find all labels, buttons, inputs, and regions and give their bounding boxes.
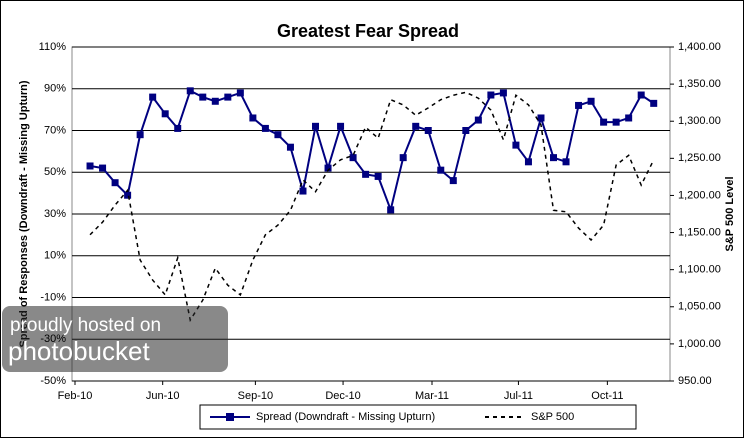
- point-marker: [186, 87, 194, 95]
- y2-tick-label: 950.00: [678, 375, 712, 387]
- y2-tick-label: 1,050.00: [678, 301, 721, 313]
- point-marker: [650, 99, 658, 107]
- y-tick-label: -10%: [40, 291, 66, 303]
- x-tick-label: Feb-10: [58, 390, 93, 402]
- point-marker: [487, 91, 495, 99]
- point-marker: [625, 114, 633, 122]
- point-marker: [299, 187, 307, 195]
- point-marker: [199, 93, 207, 101]
- watermark-text: proudly hosted on: [10, 315, 161, 336]
- point-marker: [537, 114, 545, 122]
- legend-label: Spread (Downdraft - Missing Upturn): [256, 411, 435, 423]
- point-marker: [437, 166, 445, 174]
- watermark-text: photobucket: [8, 336, 150, 366]
- x-tick-label: Oct-11: [591, 390, 623, 402]
- y2-tick-label: 1,400.00: [678, 41, 721, 53]
- point-marker: [524, 158, 532, 166]
- point-marker: [575, 101, 583, 109]
- point-marker: [337, 122, 345, 130]
- y-tick-label: 30%: [44, 208, 66, 220]
- x-tick-label: Sep-10: [238, 390, 273, 402]
- point-marker: [449, 177, 457, 185]
- y-tick-label: -30%: [40, 333, 66, 345]
- legend-marker: [226, 413, 234, 421]
- y2-axis-title: S&P 500 Level: [724, 176, 736, 251]
- point-marker: [161, 110, 169, 118]
- point-marker: [349, 154, 357, 162]
- point-marker: [424, 127, 432, 134]
- point-marker: [612, 118, 620, 126]
- point-marker: [324, 164, 332, 172]
- y-axis-title: Spread of Responses (Downdraft - Missing…: [18, 80, 30, 347]
- series-line: [89, 91, 655, 323]
- x-tick-label: Mar-11: [415, 390, 449, 402]
- point-marker: [99, 164, 107, 172]
- x-tick-label: Jun-10: [146, 390, 180, 402]
- point-marker: [286, 143, 294, 151]
- point-marker: [312, 122, 320, 130]
- point-marker: [111, 179, 119, 187]
- y-tick-label: 70%: [44, 124, 66, 136]
- point-marker: [637, 91, 645, 99]
- x-tick-label: Dec-10: [325, 390, 360, 402]
- point-marker: [174, 124, 182, 132]
- point-marker: [550, 154, 558, 162]
- point-marker: [499, 89, 507, 97]
- point-marker: [512, 141, 520, 149]
- point-marker: [261, 124, 269, 132]
- point-marker: [374, 172, 382, 180]
- watermark-box: [2, 306, 228, 372]
- y2-tick-label: 1,150.00: [678, 226, 721, 238]
- y2-tick-label: 1,000.00: [678, 338, 721, 350]
- point-marker: [399, 154, 407, 162]
- point-marker: [124, 191, 132, 199]
- y2-tick-label: 1,200.00: [678, 189, 721, 201]
- point-marker: [412, 122, 420, 130]
- y-tick-label: 90%: [44, 83, 66, 95]
- series-line: [89, 89, 655, 214]
- point-marker: [236, 89, 244, 97]
- point-marker: [387, 206, 395, 214]
- legend: [199, 404, 637, 430]
- chart-title: Greatest Fear Spread: [277, 21, 459, 41]
- x-tick-label: Jul-11: [504, 390, 533, 402]
- y-tick-label: -50%: [40, 375, 66, 387]
- point-marker: [249, 114, 257, 122]
- legend-label: S&P 500: [531, 411, 574, 423]
- point-marker: [562, 158, 570, 166]
- point-marker: [86, 162, 94, 170]
- y-tick-label: 10%: [44, 250, 66, 262]
- y2-tick-label: 1,300.00: [678, 115, 721, 127]
- point-marker: [587, 97, 595, 105]
- y2-tick-label: 1,100.00: [678, 264, 721, 276]
- point-marker: [362, 170, 370, 178]
- point-marker: [474, 116, 482, 124]
- point-marker: [149, 93, 157, 101]
- point-marker: [462, 127, 470, 134]
- point-marker: [211, 97, 219, 105]
- y2-tick-label: 1,350.00: [678, 78, 721, 90]
- y2-tick-label: 1,250.00: [678, 152, 721, 164]
- point-marker: [274, 131, 282, 139]
- y-tick-label: 50%: [44, 166, 66, 178]
- point-marker: [224, 93, 232, 101]
- point-marker: [600, 118, 608, 126]
- point-marker: [136, 131, 144, 139]
- y-tick-label: 110%: [39, 41, 67, 53]
